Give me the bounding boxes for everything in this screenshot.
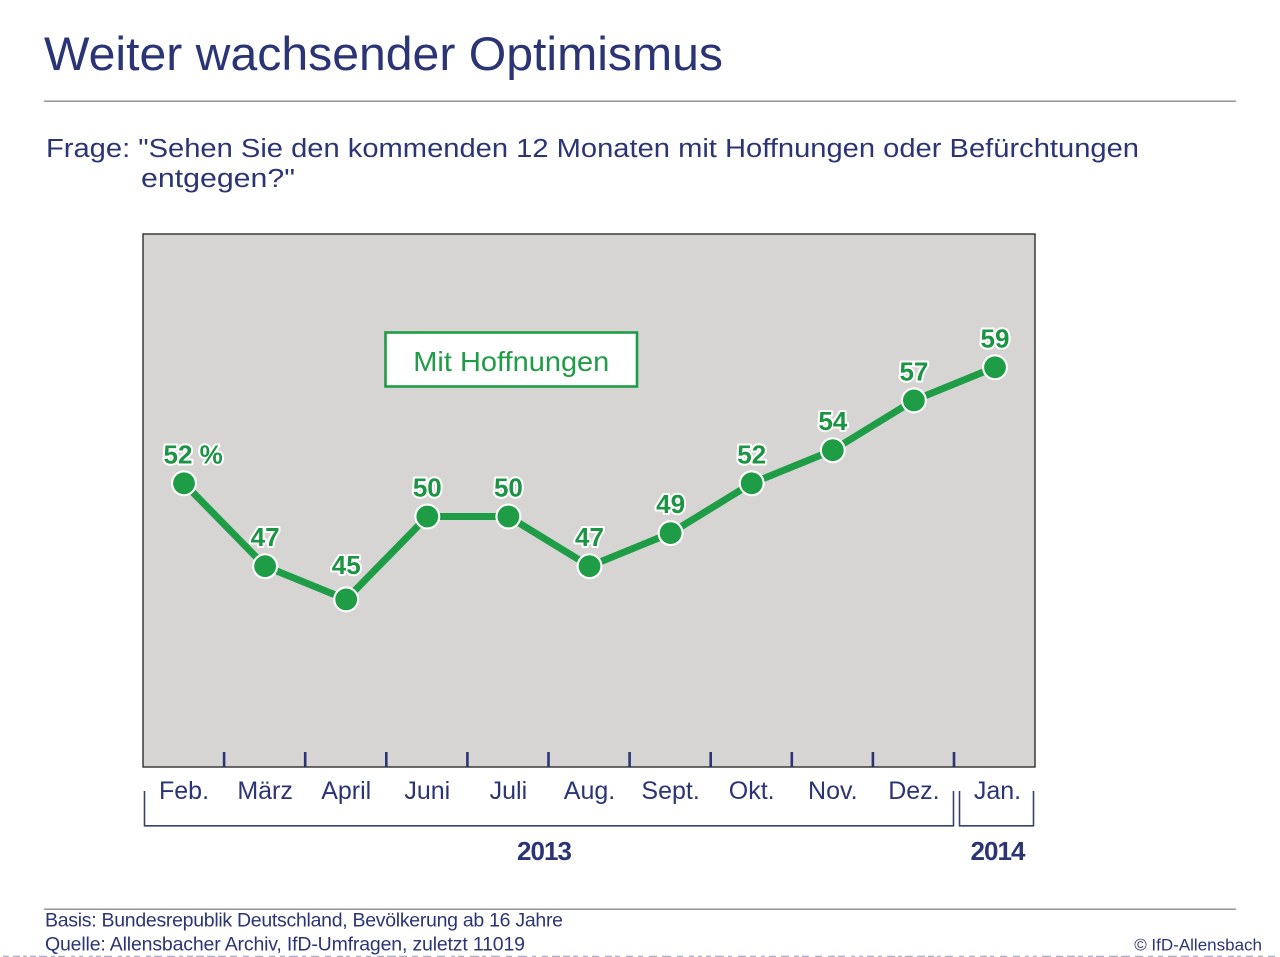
svg-text:59: 59: [981, 323, 1010, 353]
svg-text:März: März: [237, 777, 293, 805]
svg-text:52: 52: [737, 439, 766, 469]
svg-text:entgegen?": entgegen?": [141, 165, 295, 193]
svg-text:Nov.: Nov.: [808, 777, 858, 805]
svg-text:Mit Hoffnungen: Mit Hoffnungen: [413, 346, 609, 377]
svg-text:Juni: Juni: [404, 777, 450, 805]
svg-text:47: 47: [575, 522, 604, 552]
svg-text:Quelle: Allensbacher Archiv, I: Quelle: Allensbacher Archiv, IfD-Umfrage…: [45, 934, 525, 956]
svg-text:Aug.: Aug.: [564, 777, 615, 805]
svg-text:Feb.: Feb.: [159, 777, 209, 805]
svg-text:Frage: "Sehen Sie den kommende: Frage: "Sehen Sie den kommenden 12 Monat…: [46, 135, 1139, 163]
svg-text:April: April: [321, 777, 371, 805]
svg-text:52 %: 52 %: [164, 439, 223, 469]
svg-text:50: 50: [413, 473, 442, 503]
svg-text:Juli: Juli: [490, 777, 528, 805]
svg-text:Dez.: Dez.: [888, 777, 939, 805]
svg-text:2014: 2014: [971, 836, 1027, 866]
svg-text:2013: 2013: [517, 836, 572, 866]
svg-text:Jan.: Jan.: [974, 777, 1021, 805]
svg-text:Basis: Bundesrepublik Deutschl: Basis: Bundesrepublik Deutschland, Bevöl…: [45, 910, 563, 932]
svg-text:57: 57: [899, 356, 928, 386]
svg-text:50: 50: [494, 473, 523, 503]
svg-text:45: 45: [332, 550, 361, 580]
svg-text:Okt.: Okt.: [729, 777, 775, 805]
svg-text:© IfD-Allensbach: © IfD-Allensbach: [1134, 936, 1262, 955]
svg-text:Sept.: Sept.: [641, 777, 699, 805]
svg-text:Weiter wachsender Optimismus: Weiter wachsender Optimismus: [44, 27, 723, 80]
svg-text:49: 49: [656, 489, 685, 519]
svg-text:47: 47: [251, 522, 280, 552]
svg-text:54: 54: [818, 406, 847, 436]
